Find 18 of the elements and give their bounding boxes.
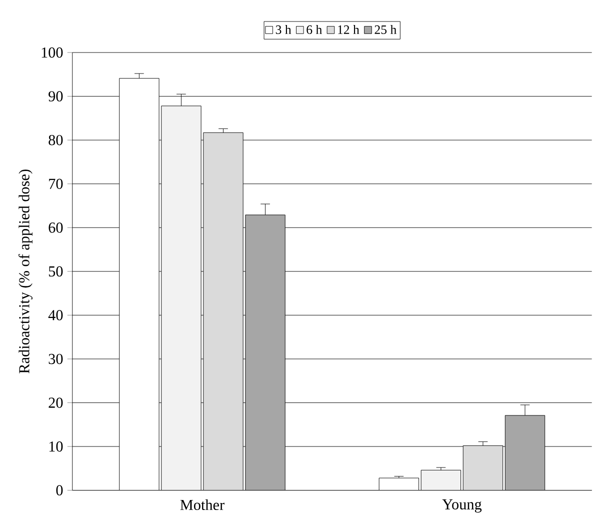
y-tick-label: 10 [49, 442, 63, 452]
y-tick-label: 100 [42, 48, 63, 58]
y-tick-label: 70 [49, 178, 63, 190]
y-tick-label: 40 [48, 310, 63, 320]
legend-label: 3 h [276, 25, 292, 34]
y-axis-title: Radioactivity (% of applied dose) [18, 170, 32, 374]
y-tick-label: 50 [48, 266, 63, 277]
y-tick-label: 80 [48, 135, 63, 146]
y-tick-label: 90 [48, 91, 63, 102]
x-tick-label: Young [442, 500, 482, 513]
y-tick-label: 0 [56, 485, 63, 496]
legend-label: 12 h [338, 25, 360, 34]
y-tick-label: 30 [48, 354, 63, 364]
y-tick-label: 60 [48, 222, 63, 233]
y-tick-label: 20 [48, 398, 63, 408]
legend-label: 25 h [374, 25, 396, 34]
legend-label: 6 h [306, 25, 322, 34]
x-tick-label: Mother [180, 500, 224, 510]
